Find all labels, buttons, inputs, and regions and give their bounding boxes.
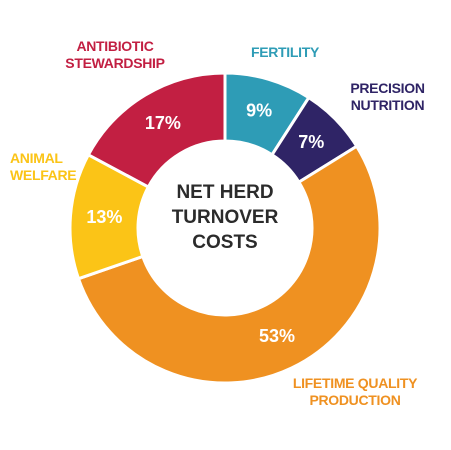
donut-segment: [86, 71, 227, 189]
value-label: 9%: [246, 101, 272, 121]
category-label: PRECISION NUTRITION: [350, 80, 425, 113]
value-label: 17%: [145, 113, 181, 133]
category-label: ANTIBIOTIC STEWARDSHIP: [65, 38, 165, 71]
value-label: 7%: [298, 132, 324, 152]
category-label: LIFETIME QUALITY PRODUCTION: [292, 375, 418, 408]
value-label: 13%: [86, 207, 122, 227]
center-title: NET HERD TURNOVER COSTS: [171, 182, 279, 253]
category-label: ANIMAL WELFARE: [10, 150, 77, 183]
value-label: 53%: [259, 326, 295, 346]
donut-segment: [76, 144, 382, 385]
category-label: FERTILITY: [250, 44, 320, 60]
